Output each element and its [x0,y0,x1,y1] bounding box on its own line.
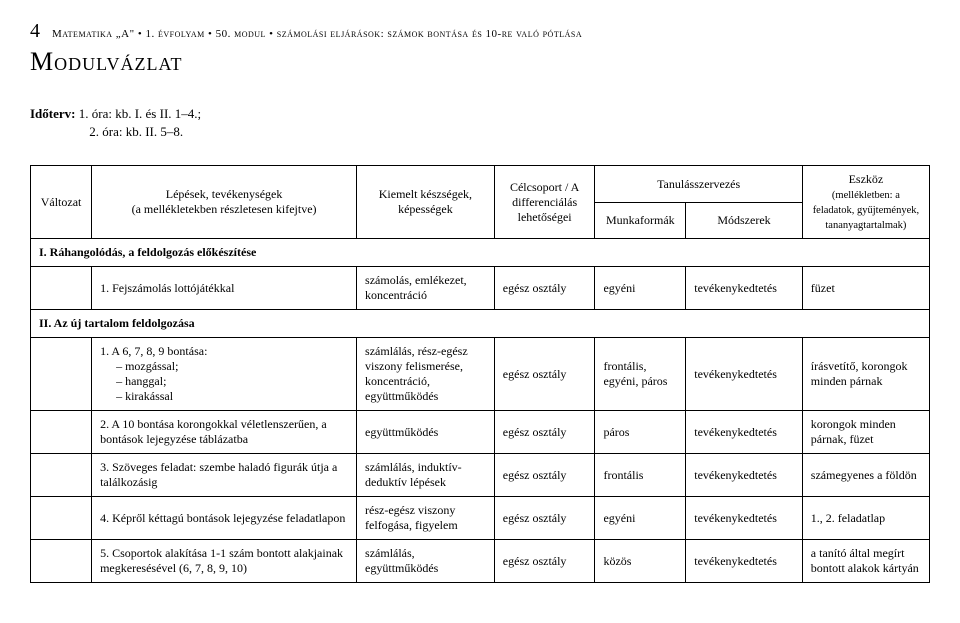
cell-cel: egész osztály [494,454,595,497]
col-lepesek-sub: (a mellékletekben részletesen kifejtve) [132,202,317,216]
cell-munka: egyéni [595,267,686,310]
cell-modszer: tevékenykedtetés [686,497,803,540]
cell-step: 1. A 6, 7, 8, 9 bontása: mozgással; hang… [92,338,357,411]
cell-modszer: tevékenykedtetés [686,338,803,411]
cell-cel: egész osztály [494,497,595,540]
section-1-label: I. Ráhangolódás, a feldolgozás előkészít… [31,239,930,267]
section-row-1: I. Ráhangolódás, a feldolgozás előkészít… [31,239,930,267]
cell-eszkoz: korongok minden párnak, füzet [802,411,929,454]
table-head: Változat Lépések, tevékenységek (a mellé… [31,166,930,239]
section-row-2: II. Az új tartalom feldolgozása [31,310,930,338]
cell-kiemelt: számolás, emlékezet, koncentráció [357,267,495,310]
cell-kiemelt: számlálás, rész-egész viszony felismerés… [357,338,495,411]
col-eszkoz-sub: (mellékletben: a feladatok, gyűjtemények… [813,190,919,231]
cell-modszer: tevékenykedtetés [686,454,803,497]
cell-valtozat [31,411,92,454]
cell-eszkoz: füzet [802,267,929,310]
cell-munka: közös [595,540,686,583]
cell-eszkoz: számegyenes a földön [802,454,929,497]
page-title: Modulvázlat [30,47,930,77]
schedule-label: Időterv: [30,106,76,121]
col-eszkoz: Eszköz (mellékletben: a feladatok, gyűjt… [802,166,929,239]
cell-modszer: tevékenykedtetés [686,411,803,454]
cell-valtozat [31,267,92,310]
cell-munka: páros [595,411,686,454]
module-table: Változat Lépések, tevékenységek (a mellé… [30,165,930,583]
step-main: 1. A 6, 7, 8, 9 bontása: [100,344,207,358]
col-valtozat: Változat [31,166,92,239]
cell-modszer: tevékenykedtetés [686,540,803,583]
col-lepesek: Lépések, tevékenységek (a mellékletekben… [92,166,357,239]
table-row: 1. Fejszámolás lottójátékkal számolás, e… [31,267,930,310]
col-celcsoport: Célcsoport / A differenciálás lehetősége… [494,166,595,239]
schedule-line-2: 2. óra: kb. II. 5–8. [89,124,183,139]
cell-cel: egész osztály [494,338,595,411]
cell-kiemelt: együttműködés [357,411,495,454]
table-row: 4. Képről kéttagú bontások lejegyzése fe… [31,497,930,540]
cell-cel: egész osztály [494,540,595,583]
cell-kiemelt: számlálás, együttműködés [357,540,495,583]
table-row: 3. Szöveges feladat: szembe haladó figur… [31,454,930,497]
cell-step: 1. Fejszámolás lottójátékkal [92,267,357,310]
table-row: 2. A 10 bontása korongokkal véletlenszer… [31,411,930,454]
step-sub: hanggal; [116,374,348,389]
cell-cel: egész osztály [494,267,595,310]
breadcrumb: Matematika „A" • 1. évfolyam • 50. modul… [52,28,582,40]
page-number: 4 [30,20,40,43]
cell-step: 4. Képről kéttagú bontások lejegyzése fe… [92,497,357,540]
col-modszer: Módszerek [686,202,803,239]
cell-cel: egész osztály [494,411,595,454]
page-header: 4 Matematika „A" • 1. évfolyam • 50. mod… [30,20,930,43]
cell-step: 5. Csoportok alakítása 1-1 szám bontott … [92,540,357,583]
step-sub: kirakással [116,389,348,404]
section-2-label: II. Az új tartalom feldolgozása [31,310,930,338]
cell-munka: frontális [595,454,686,497]
cell-modszer: tevékenykedtetés [686,267,803,310]
cell-munka: egyéni [595,497,686,540]
col-munka: Munkaformák [595,202,686,239]
col-tanulas: Tanulásszervezés [595,166,802,203]
table-row: 5. Csoportok alakítása 1-1 szám bontott … [31,540,930,583]
step-sub: mozgással; [116,359,348,374]
cell-eszkoz: 1., 2. feladatlap [802,497,929,540]
cell-valtozat [31,497,92,540]
cell-step: 2. A 10 bontása korongokkal véletlenszer… [92,411,357,454]
cell-eszkoz: írásvetítő, korongok minden párnak [802,338,929,411]
cell-step: 3. Szöveges feladat: szembe haladó figur… [92,454,357,497]
table-row: 1. A 6, 7, 8, 9 bontása: mozgással; hang… [31,338,930,411]
cell-valtozat [31,454,92,497]
schedule-block: Időterv: 1. óra: kb. I. és II. 1–4.; 2. … [30,105,930,141]
cell-kiemelt: rész-egész viszony felfogása, figyelem [357,497,495,540]
cell-valtozat [31,540,92,583]
col-lepesek-label: Lépések, tevékenységek [166,187,283,201]
schedule-line-1: 1. óra: kb. I. és II. 1–4.; [79,106,201,121]
col-eszkoz-label: Eszköz [849,172,884,186]
cell-valtozat [31,338,92,411]
col-kiemelt: Kiemelt készségek, képességek [357,166,495,239]
cell-eszkoz: a tanító által megírt bontott alakok kár… [802,540,929,583]
cell-kiemelt: számlálás, induktív-deduktív lépések [357,454,495,497]
cell-munka: frontális, egyéni, páros [595,338,686,411]
